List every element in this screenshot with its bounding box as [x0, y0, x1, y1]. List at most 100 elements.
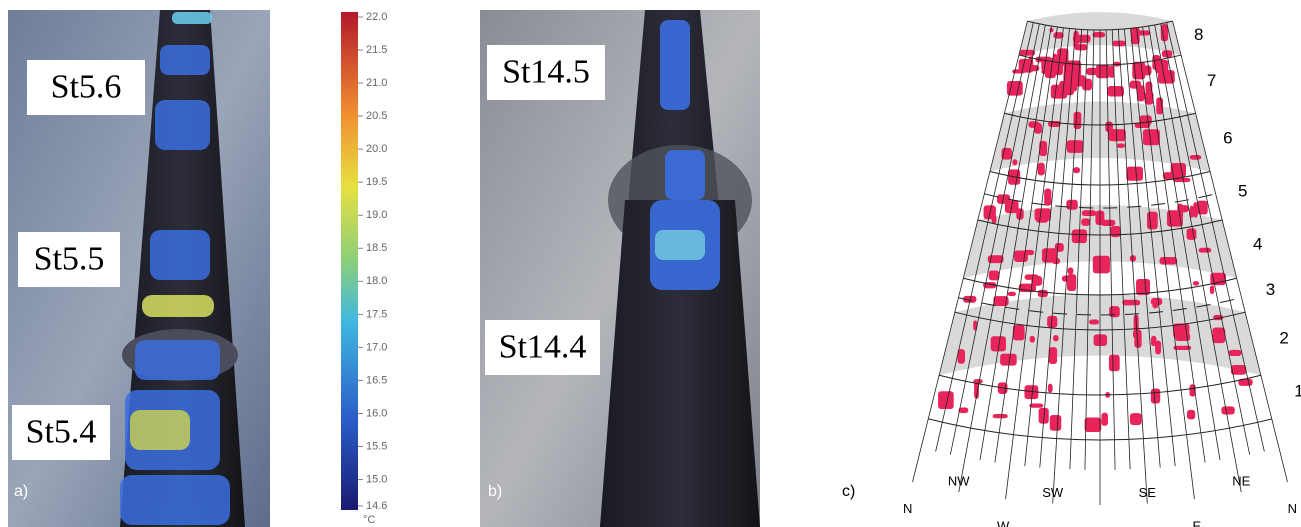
blob — [1130, 255, 1136, 262]
blob — [1051, 85, 1067, 99]
tick-label: 18.5 — [366, 242, 387, 254]
tick-label: 21.0 — [366, 77, 387, 89]
blob — [1109, 355, 1120, 372]
blob — [1049, 28, 1053, 32]
blob — [1001, 148, 1011, 160]
blob — [1014, 251, 1028, 263]
blob — [1068, 267, 1074, 274]
blob — [1210, 285, 1214, 294]
direction-label: N — [903, 501, 912, 516]
blob — [1151, 298, 1162, 305]
blob — [1092, 32, 1105, 37]
direction-label: W — [997, 519, 1010, 527]
blob — [1159, 257, 1177, 264]
colorbar — [341, 12, 358, 510]
station-label: St5.4 — [26, 413, 97, 450]
blob — [1199, 248, 1212, 253]
blob — [1081, 218, 1090, 226]
blob — [1130, 413, 1142, 425]
blob — [1101, 413, 1108, 426]
blob — [989, 271, 1000, 281]
ring-number: 7 — [1207, 71, 1216, 90]
tick-label: 20.0 — [366, 143, 387, 155]
blob — [1193, 281, 1199, 286]
blob — [1109, 129, 1126, 141]
blob — [1085, 417, 1102, 432]
blob — [1122, 300, 1140, 306]
blob — [1082, 210, 1096, 216]
panel-label: a) — [14, 483, 28, 500]
blob — [1229, 350, 1242, 356]
ring-number: 1 — [1294, 381, 1301, 400]
tick-label: 19.0 — [366, 209, 387, 221]
tick-label: 19.5 — [366, 176, 387, 188]
blob — [1093, 256, 1110, 274]
blob — [1050, 415, 1062, 431]
blob — [1151, 336, 1156, 346]
blob — [1086, 68, 1097, 75]
tick-label: 16.0 — [366, 407, 387, 419]
ring-number: 2 — [1279, 328, 1288, 347]
ring-number: 6 — [1223, 129, 1232, 148]
blob — [1221, 406, 1234, 414]
tick-label: 15.0 — [366, 473, 387, 485]
blob — [1096, 65, 1110, 79]
blob — [1035, 208, 1051, 221]
tick-label: 17.0 — [366, 341, 387, 353]
blob — [1109, 306, 1120, 317]
blob — [1190, 155, 1202, 160]
blob — [1101, 220, 1115, 226]
blob — [993, 414, 1008, 418]
blob — [1147, 212, 1158, 230]
blob — [1089, 320, 1099, 325]
blob — [1193, 202, 1197, 218]
tick-label: 22.0 — [366, 11, 387, 23]
blob — [1062, 276, 1074, 282]
ring-number: 5 — [1238, 182, 1247, 201]
blob — [1030, 336, 1035, 343]
blob — [1053, 335, 1059, 342]
blob — [1049, 347, 1057, 364]
direction-label: SW — [1042, 485, 1064, 500]
blob — [1048, 384, 1053, 393]
blob — [1044, 189, 1051, 206]
figure: °C c) NNWWSWSSEENEN87654321 St5.6St5.5St… — [0, 0, 1301, 527]
blob — [1066, 200, 1077, 210]
panel-label: c) — [842, 483, 855, 500]
colorbar-unit: °C — [363, 514, 375, 526]
direction-label: NW — [948, 473, 970, 488]
blob — [1000, 354, 1017, 366]
station-label: St14.4 — [499, 328, 587, 365]
blob — [1028, 121, 1039, 128]
ring-number: 3 — [1266, 280, 1275, 299]
blob — [1073, 167, 1080, 173]
blob — [1117, 143, 1125, 148]
blob — [1151, 388, 1160, 403]
blob — [1126, 167, 1143, 181]
direction-label: NE — [1232, 473, 1250, 488]
panel-label: b) — [488, 483, 502, 500]
tick-label: 20.5 — [366, 110, 387, 122]
ring-number: 8 — [1194, 25, 1203, 44]
direction-label: SE — [1139, 485, 1157, 500]
blob — [1008, 292, 1016, 296]
station-label: St14.5 — [502, 53, 590, 90]
station-label: St5.5 — [34, 240, 105, 277]
station-label: St5.6 — [51, 68, 122, 105]
blob — [1137, 85, 1145, 101]
sector-line — [1053, 29, 1082, 503]
tick-label: 18.0 — [366, 275, 387, 287]
blob — [1161, 24, 1168, 41]
blob — [1074, 112, 1082, 129]
tick-label: 16.5 — [366, 374, 387, 386]
blob — [1187, 410, 1195, 419]
blob — [1052, 258, 1060, 264]
diagram: NNWWSWSSEENEN87654321 — [903, 12, 1301, 527]
blob — [1212, 328, 1225, 344]
blob — [1025, 274, 1039, 280]
tick-label: 17.5 — [366, 308, 387, 320]
tick-label: 15.5 — [366, 440, 387, 452]
tick-label: 14.6 — [366, 500, 387, 512]
direction-label: E — [1193, 519, 1202, 527]
blob — [1012, 159, 1017, 165]
